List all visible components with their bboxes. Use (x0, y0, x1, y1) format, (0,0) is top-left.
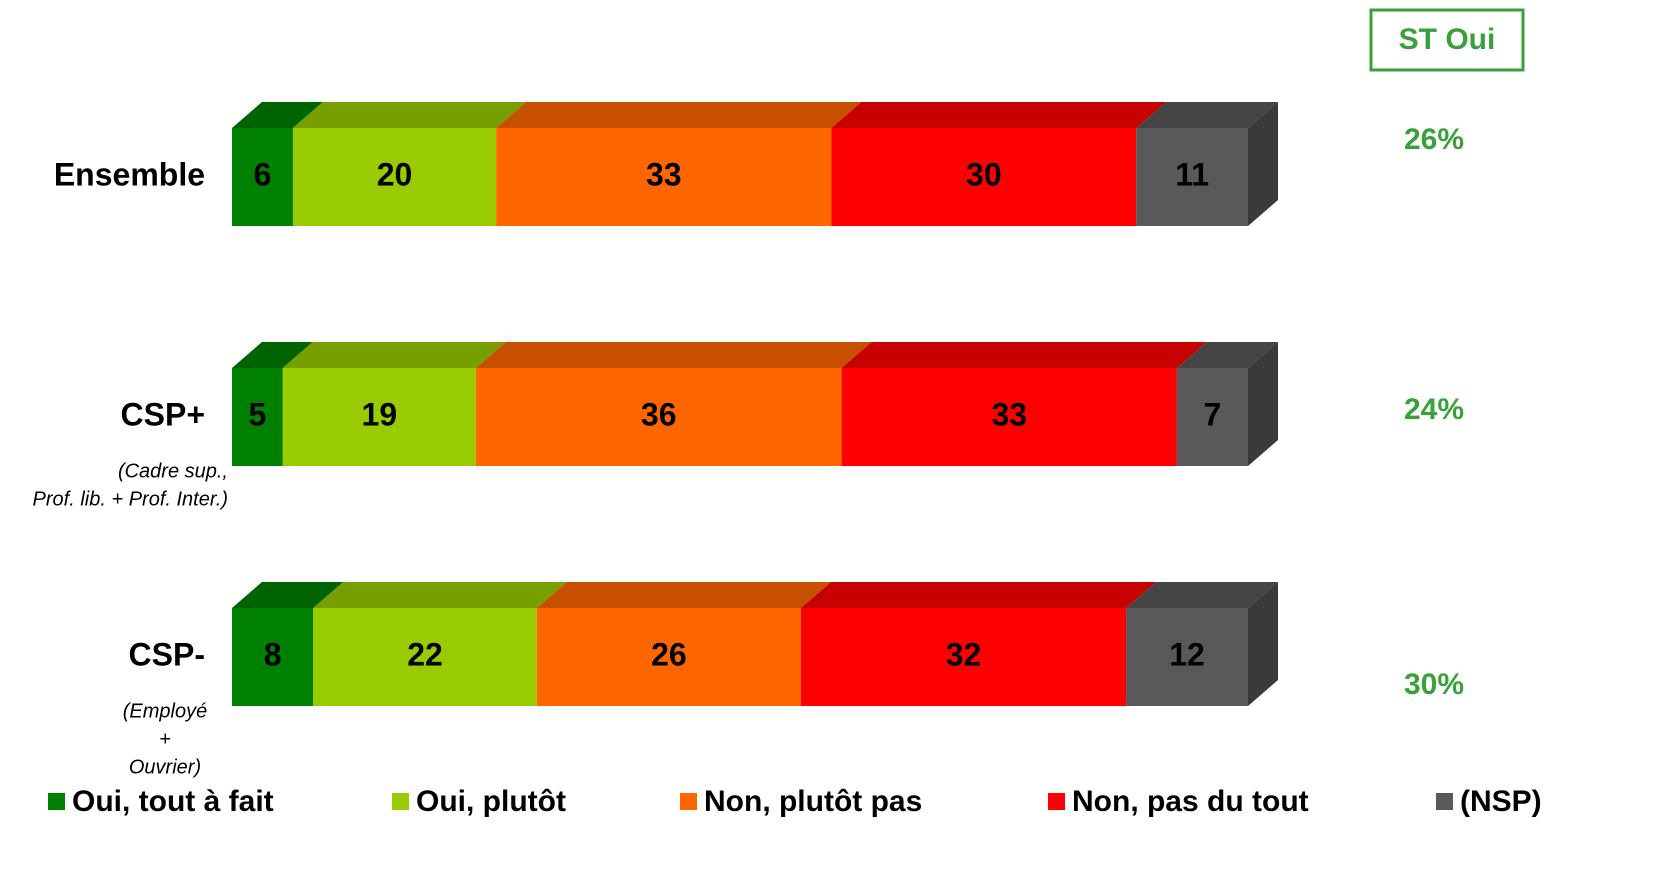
legend-swatch (680, 793, 697, 810)
bar-top (536, 582, 831, 608)
bar-segment (1176, 368, 1248, 466)
bar-top (1126, 582, 1278, 608)
bar-top (313, 582, 567, 608)
bar-segment (1126, 608, 1248, 706)
st-oui-header: ST Oui (1399, 23, 1496, 56)
bar-segment (496, 128, 832, 226)
legend-label: Oui, plutôt (416, 785, 566, 818)
bar-top (496, 102, 862, 128)
bar-top (841, 342, 1207, 368)
bar-value-label: 5 (249, 396, 267, 432)
st-oui-value: 26% (1404, 123, 1464, 156)
bar-segment (1136, 128, 1248, 226)
bar-value-label: 36 (641, 396, 677, 432)
legend-swatch (392, 793, 409, 810)
bar-top (475, 342, 872, 368)
category-note: Ouvrier) (129, 756, 201, 778)
bar-segment (800, 608, 1127, 706)
bar-top (232, 342, 313, 368)
category-label: Ensemble (54, 156, 205, 192)
bar-value-label: 30 (966, 156, 1002, 192)
bar-value-label: 32 (946, 636, 982, 672)
bar-segment (232, 368, 283, 466)
bar-top (831, 102, 1167, 128)
bar-segment (292, 128, 497, 226)
bar-side (1248, 102, 1278, 226)
legend-label: Oui, tout à fait (72, 785, 274, 818)
legend-swatch (48, 793, 65, 810)
bar-top (1136, 102, 1278, 128)
bar-side (1248, 342, 1278, 466)
category-label: CSP- (129, 636, 205, 672)
bar-top (282, 342, 506, 368)
bar-segment (536, 608, 801, 706)
legend-label: Non, plutôt pas (704, 785, 922, 818)
bar-top (232, 582, 344, 608)
bar-segment (831, 128, 1137, 226)
category-note: Prof. lib. + Prof. Inter.) (33, 488, 228, 510)
bar-value-label: 20 (377, 156, 413, 192)
bar-value-label: 8 (264, 636, 282, 672)
bar-segment (282, 368, 476, 466)
bar-value-label: 22 (407, 636, 443, 672)
bar-value-label: 33 (646, 156, 682, 192)
bar-top (800, 582, 1157, 608)
bar-value-label: 12 (1169, 636, 1205, 672)
bar-value-label: 33 (991, 396, 1027, 432)
legend-label: Non, pas du tout (1072, 785, 1309, 818)
st-oui-box (1369, 8, 1525, 72)
st-oui-value: 24% (1404, 393, 1464, 426)
bar-segment (475, 368, 842, 466)
bar-value-label: 19 (362, 396, 398, 432)
bar-segment (313, 608, 537, 706)
bar-value-label: 7 (1204, 396, 1222, 432)
category-note: + (159, 728, 171, 750)
legend-label: (NSP) (1460, 785, 1542, 818)
category-note: (Cadre sup., (118, 460, 228, 482)
category-note: (Employé (123, 700, 207, 722)
bar-side (1248, 582, 1278, 706)
category-label: CSP+ (121, 396, 205, 432)
bar-value-label: 6 (254, 156, 272, 192)
bar-segment (841, 368, 1177, 466)
bar-segment (232, 608, 314, 706)
legend-swatch (1436, 793, 1453, 810)
bar-value-label: 11 (1175, 156, 1209, 192)
bar-segment (232, 128, 293, 226)
bar-top (232, 102, 323, 128)
st-oui-value: 30% (1404, 668, 1464, 701)
legend-swatch (1048, 793, 1065, 810)
bar-value-label: 26 (651, 636, 687, 672)
bar-top (1176, 342, 1278, 368)
bar-top (292, 102, 527, 128)
